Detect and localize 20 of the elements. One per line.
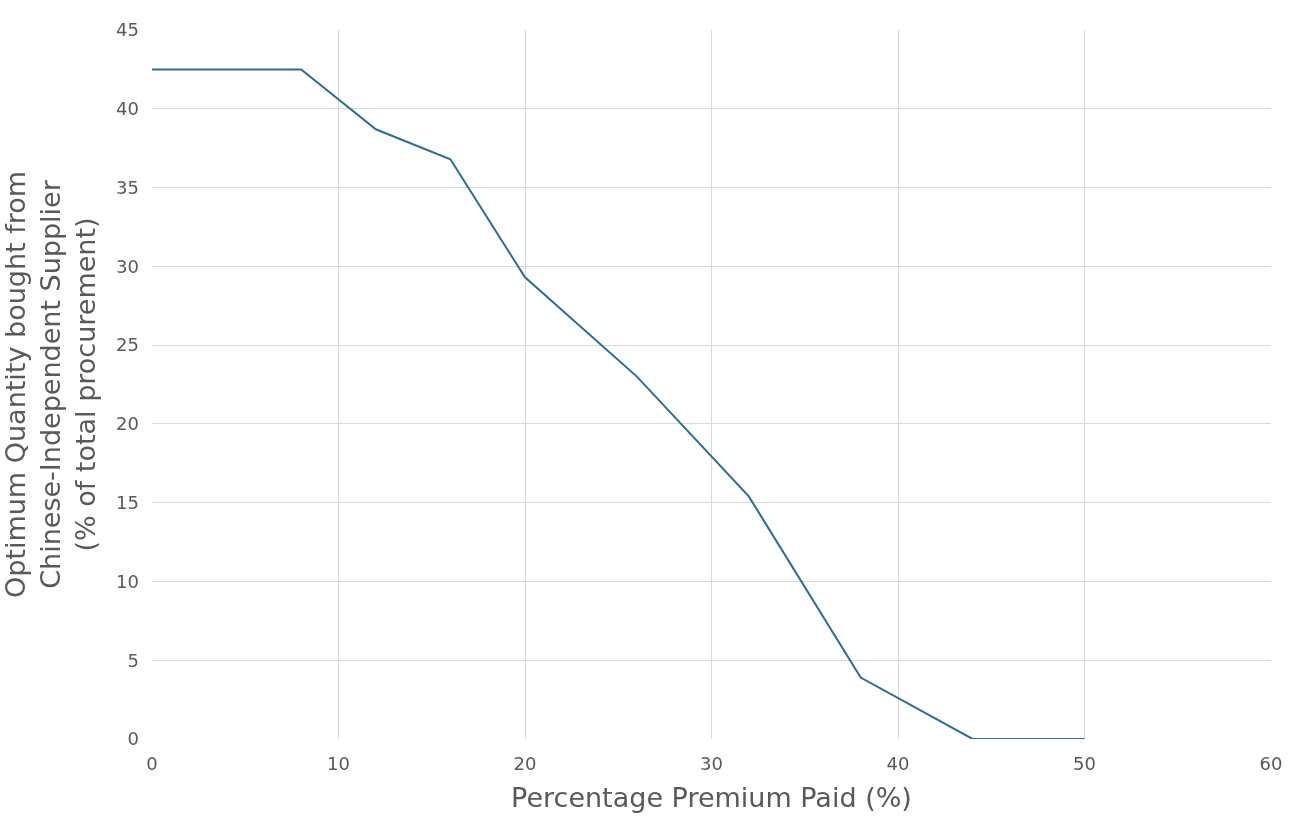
y-tick-label: 45 — [116, 19, 139, 41]
y-tick-label: 40 — [116, 98, 139, 120]
x-tick-label: 0 — [146, 753, 158, 774]
x-axis-title: Percentage Premium Paid (%) — [511, 782, 912, 814]
y-tick-label: 15 — [116, 491, 139, 513]
y-tick-label: 25 — [116, 334, 139, 356]
x-tick-label: 60 — [1259, 753, 1283, 774]
y-tick-label: 30 — [116, 255, 139, 277]
y-tick-label: 10 — [116, 570, 139, 592]
x-tick-label: 20 — [513, 753, 537, 774]
y-axis-title: Optimum Quantity bought from Chinese-Independent Supplier (% of total procurement) — [0, 170, 102, 599]
x-tick-label: 40 — [886, 753, 910, 774]
x-tick-label: 10 — [327, 753, 350, 774]
y-tick-label: 35 — [116, 176, 139, 198]
x-tick-label: 50 — [1073, 753, 1096, 774]
line-series — [152, 68, 1086, 739]
x-tick-label: 30 — [700, 753, 723, 774]
y-tick-label: 0 — [127, 728, 139, 750]
y-tick-label: 20 — [116, 413, 139, 435]
y-tick-label: 5 — [127, 649, 139, 671]
